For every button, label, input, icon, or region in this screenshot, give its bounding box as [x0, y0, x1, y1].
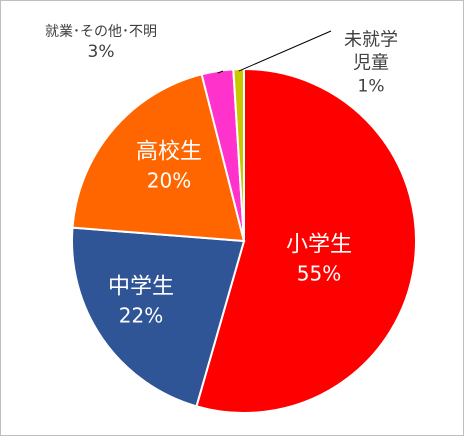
value-label: 1%: [357, 76, 385, 97]
slice-label: 小学生 55%: [286, 232, 352, 287]
category-label: 就業･その他･不明: [45, 23, 157, 40]
value-label: 22%: [118, 303, 164, 328]
slice-label: 未就学児童 1%: [343, 29, 399, 98]
pie-slice: [195, 67, 417, 414]
category-label: 中学生: [107, 274, 175, 300]
value-label: 3%: [87, 42, 115, 63]
category-label: 小学生: [285, 232, 353, 258]
pie-slice: [71, 226, 246, 408]
slice-label: 高校生 20%: [136, 139, 202, 194]
category-label: 高校生: [135, 139, 203, 165]
slice-label: 就業･その他･不明 3%: [45, 23, 157, 63]
value-label: 55%: [296, 261, 342, 286]
slice-label: 中学生 22%: [108, 274, 174, 329]
pie-slice: [71, 73, 246, 243]
category-label: 未就学児童: [343, 29, 398, 74]
leader-line: [238, 30, 332, 72]
leader-line: [217, 70, 224, 74]
value-label: 20%: [146, 168, 192, 193]
